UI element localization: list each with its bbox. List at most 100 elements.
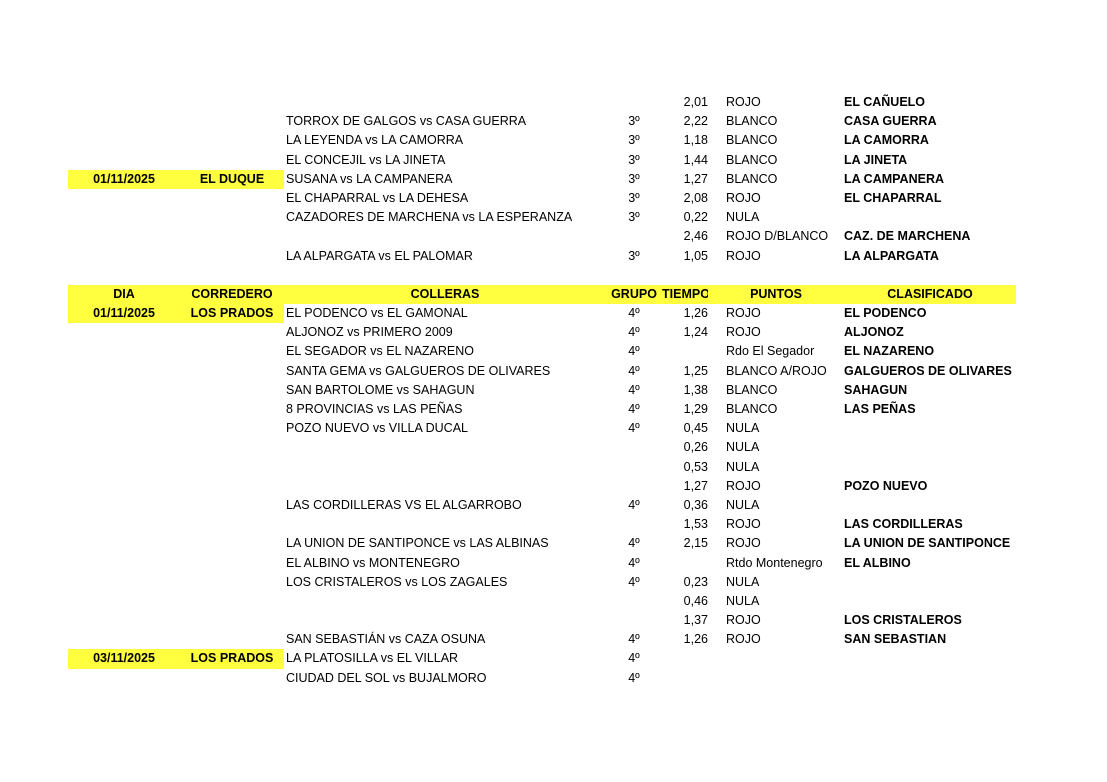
cell-colleras: [286, 592, 606, 611]
table-row: 0,53 NULA: [68, 458, 1016, 477]
cell-dia: [68, 151, 180, 170]
cell-tiempo: 1,29: [683, 402, 708, 416]
cell-corredero: [180, 227, 284, 246]
cell-grupo: 4º: [628, 306, 640, 321]
cell-tiempo: 0,22: [683, 210, 708, 225]
cell-clasificado: LA UNION DE SANTIPONCE: [844, 536, 1011, 551]
cell-puntos: NULA: [726, 440, 760, 455]
cell-colleras: ALJONOZ vs PRIMERO 2009: [286, 325, 453, 340]
cell-grupo: [606, 458, 662, 477]
cell-tiempo: 1,38: [683, 382, 708, 397]
cell-dia: [68, 400, 180, 419]
cell-grupo: 4º: [628, 574, 640, 589]
cell-grupo: [606, 611, 662, 630]
table-row: EL CONCEJIL vs LA JINETA 3º 1,44 BLANCO LA J…: [68, 151, 1016, 170]
table-row: 1,37 ROJO LOS CRISTALEROS: [68, 611, 1016, 630]
cell-corredero: [180, 112, 284, 131]
table-row: 8 PROVINCIAS vs LAS PEÑAS 4º 1,29 BLANCO LAS…: [68, 400, 1016, 419]
cell-puntos: ROJO: [726, 536, 761, 551]
cell-colleras: EL CHAPARRAL vs LA DEHESA: [286, 190, 469, 205]
cell-dia: [68, 554, 180, 573]
table-row: SANTA GEMA vs GALGUEROS DE OLIVARES 4º 1,2…: [68, 362, 1016, 381]
cell-puntos: NULA: [726, 459, 760, 474]
table-row: EL ALBINO vs MONTENEGRO 4º Rtdo Montenegro…: [68, 554, 1016, 573]
cell-clasificado: POZO NUEVO: [844, 478, 928, 493]
cell-clasificado: [844, 592, 1016, 611]
cell-tiempo: 2,15: [683, 536, 708, 551]
cell-clasificado: LAS PEÑAS: [844, 402, 916, 416]
cell-clasificado: [844, 573, 1016, 592]
table-row: 1,27 ROJO POZO NUEVO: [68, 477, 1016, 496]
cell-grupo: 4º: [628, 536, 640, 551]
cell-colleras: [286, 515, 606, 534]
cell-puntos: BLANCO: [726, 133, 778, 148]
cell-tiempo: 1,05: [683, 248, 708, 263]
cell-dia: [68, 381, 180, 400]
cell-corredero: EL DUQUE: [180, 169, 284, 189]
cell-puntos: Rdo El Segador: [726, 344, 815, 359]
cell-puntos: ROJO: [726, 632, 761, 647]
cell-colleras: [286, 438, 606, 457]
cell-dia: [68, 573, 180, 592]
cell-clasificado: [844, 669, 1016, 688]
cell-colleras: [286, 227, 606, 246]
table-row: TORROX DE GALGOS vs CASA GUERRA 3º 2,22 BLA…: [68, 112, 1016, 131]
table-row: 01/11/2025 LOS PRADOS EL PODENCO vs EL GAM…: [68, 304, 1016, 324]
header-dia: DIA: [68, 284, 180, 305]
table-row: 1,53 ROJO LAS CORDILLERAS: [68, 515, 1016, 534]
cell-clasificado: EL CAÑUELO: [844, 95, 926, 109]
cell-grupo: 4º: [628, 402, 640, 416]
cell-clasificado: LOS CRISTALEROS: [844, 613, 962, 628]
cell-colleras: POZO NUEVO vs VILLA DUCAL: [286, 421, 468, 436]
cell-clasificado: LA CAMORRA: [844, 133, 929, 148]
cell-tiempo: 2,01: [683, 95, 708, 109]
cell-tiempo: 1,27: [683, 478, 708, 493]
table-row: EL CHAPARRAL vs LA DEHESA 3º 2,08 ROJO EL CH…: [68, 189, 1016, 208]
cell-grupo: [606, 515, 662, 534]
header-corredero: CORREDERO: [180, 284, 284, 305]
cell-tiempo: 1,53: [683, 517, 708, 532]
results-sheet: 2,01 ROJO EL CAÑUELO TORROX DE GALGOS vs CA…: [68, 93, 1016, 688]
cell-dia: [68, 458, 180, 477]
cell-dia: [68, 477, 180, 496]
cell-colleras: [286, 477, 606, 496]
cell-corredero: [180, 342, 284, 361]
cell-puntos: ROJO: [726, 517, 761, 532]
cell-corredero: [180, 630, 284, 649]
cell-tiempo: 1,24: [683, 325, 708, 340]
cell-dia: [68, 669, 180, 688]
cell-clasificado: SAN SEBASTIAN: [844, 632, 947, 647]
cell-tiempo: 0,45: [683, 421, 708, 436]
cell-colleras: TORROX DE GALGOS vs CASA GUERRA: [286, 114, 527, 129]
cell-clasificado: LA CAMPANERA: [844, 171, 944, 186]
cell-tiempo: 0,46: [683, 593, 708, 608]
cell-tiempo: 1,25: [683, 363, 708, 378]
cell-grupo: [606, 227, 662, 246]
cell-clasificado: [844, 649, 1016, 668]
cell-puntos: NULA: [726, 497, 760, 512]
cell-dia: [68, 189, 180, 208]
cell-grupo: 4º: [628, 344, 640, 359]
cell-grupo: 4º: [628, 555, 640, 570]
cell-puntos: BLANCO: [726, 402, 778, 416]
cell-grupo: [606, 438, 662, 457]
cell-grupo: 3º: [628, 114, 640, 129]
cell-tiempo: 0,53: [683, 459, 708, 474]
cell-grupo: 4º: [628, 497, 640, 512]
cell-grupo: 3º: [628, 190, 640, 205]
cell-tiempo: 2,08: [683, 190, 708, 205]
cell-grupo: 3º: [628, 210, 640, 225]
cell-dia: [68, 419, 180, 438]
cell-puntos: NULA: [726, 421, 760, 436]
cell-grupo: 4º: [628, 670, 640, 685]
cell-clasificado: CAZ. DE MARCHENA: [844, 229, 971, 244]
cell-puntos: BLANCO: [726, 114, 778, 129]
cell-dia: 03/11/2025: [68, 649, 180, 669]
cell-corredero: [180, 362, 284, 381]
cell-grupo: 3º: [628, 248, 640, 263]
cell-dia: [68, 93, 180, 112]
cell-corredero: [180, 573, 284, 592]
cell-dia: [68, 112, 180, 131]
cell-grupo: [606, 592, 662, 611]
cell-puntos: ROJO: [726, 95, 761, 109]
